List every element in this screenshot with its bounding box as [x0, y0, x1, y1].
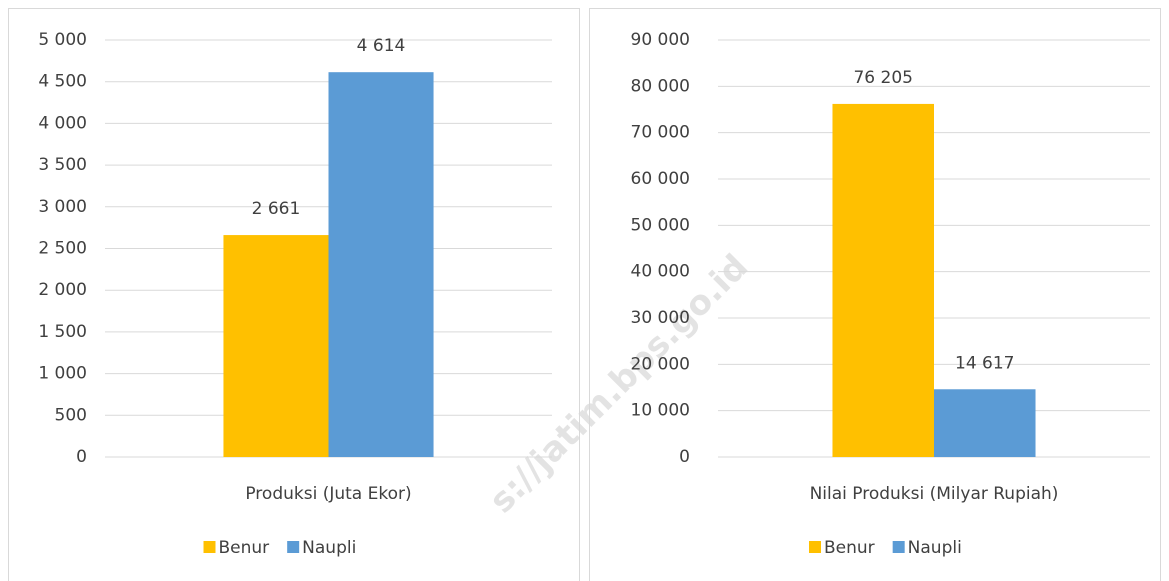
bar — [328, 72, 434, 458]
legend-label: Naupli — [302, 538, 356, 558]
y-tick-label: 0 — [76, 447, 87, 467]
legend-swatch — [287, 541, 300, 553]
y-tick-label: 60 000 — [631, 169, 690, 189]
value-label: 4 614 — [357, 36, 406, 56]
value-label: 14 617 — [955, 353, 1014, 373]
y-tick-label: 40 000 — [631, 262, 690, 282]
legend-label: Benur — [219, 538, 270, 558]
legend-label: Naupli — [908, 538, 962, 558]
y-tick-label: 50 000 — [631, 215, 690, 235]
y-tick-label: 500 — [55, 405, 87, 425]
y-tick-label: 90 000 — [631, 30, 690, 50]
bar — [934, 389, 1036, 457]
value-label: 2 661 — [252, 199, 301, 219]
bar — [223, 235, 329, 457]
bar — [832, 103, 934, 457]
y-tick-label: 80 000 — [631, 76, 690, 96]
y-tick-label: 3 500 — [38, 155, 87, 175]
y-tick-label: 2 000 — [38, 280, 87, 300]
legend-swatch — [809, 541, 821, 553]
y-tick-label: 4 500 — [38, 72, 87, 92]
legend-swatch — [892, 541, 905, 553]
y-tick-label: 2 500 — [38, 239, 87, 259]
y-tick-label: 30 000 — [631, 308, 690, 328]
value-label: 76 205 — [853, 68, 912, 88]
y-tick-label: 70 000 — [631, 123, 690, 143]
x-tick-label: Nilai Produksi (Milyar Rupiah) — [810, 484, 1059, 504]
y-tick-label: 10 000 — [631, 401, 690, 421]
y-tick-label: 0 — [679, 447, 690, 467]
x-tick-label: Produksi (Juta Ekor) — [245, 484, 411, 504]
legend-label: Benur — [824, 538, 875, 558]
legend-swatch — [203, 541, 216, 553]
chart-frame — [8, 8, 580, 581]
y-tick-label: 5 000 — [38, 30, 87, 50]
y-tick-label: 3 000 — [38, 197, 87, 217]
y-tick-label: 20 000 — [631, 354, 690, 374]
watermark: s://jatim.bps.go.id — [482, 247, 756, 521]
chart-frame — [589, 8, 1161, 581]
y-tick-label: 1 500 — [38, 322, 87, 342]
y-tick-label: 1 000 — [38, 364, 87, 384]
y-tick-label: 4 000 — [38, 113, 87, 133]
